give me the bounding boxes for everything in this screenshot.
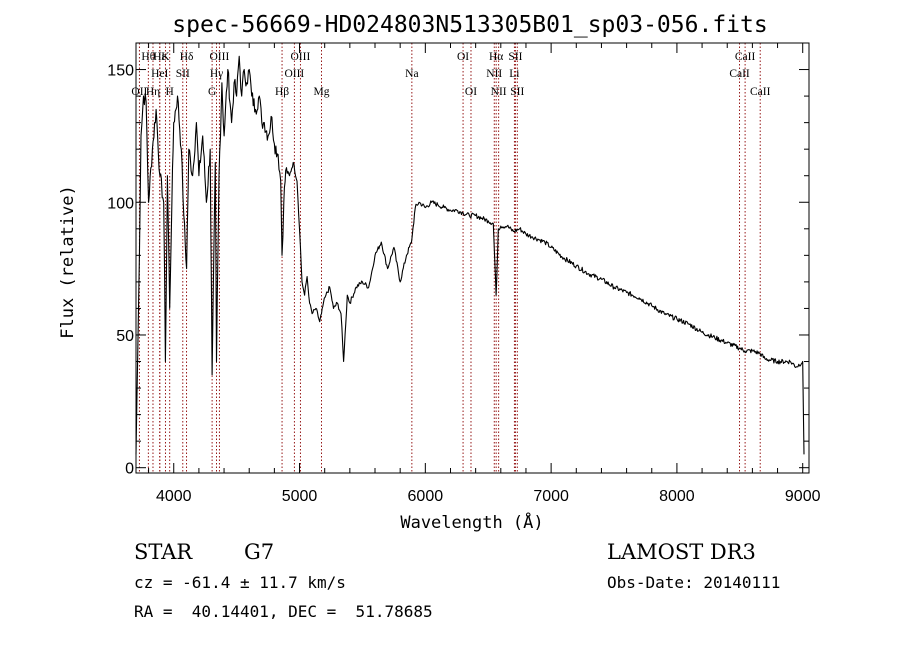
x-tick-label: 9000: [785, 488, 821, 505]
axis-ticks: 4000 5000 6000 7000 8000 9000 0 50 100 150: [107, 43, 821, 505]
spectral-line-label: CaII: [750, 86, 771, 98]
subclass: G7: [244, 540, 275, 564]
x-tick-label: 4000: [156, 488, 192, 505]
y-tick-label: 50: [116, 328, 134, 345]
spectral-line-label: OI: [457, 51, 469, 63]
spectral-line-label: SII: [510, 86, 524, 98]
spectral-line-label: OI: [465, 86, 477, 98]
spectral-line-label: H: [166, 86, 174, 98]
y-tick-label: 0: [125, 461, 134, 478]
y-axis-label: Flux (relative): [58, 185, 78, 339]
spectral-line-label: OIII: [291, 51, 311, 63]
spectral-line-label: Hη: [146, 86, 160, 98]
spectral-line-label: Hδ: [180, 51, 194, 63]
spectral-line-label: Hβ: [275, 86, 289, 98]
spectral-line-label: Li: [509, 68, 519, 80]
plot-frame: [135, 42, 810, 474]
observation-date: Obs-Date: 20140111: [607, 573, 781, 592]
x-tick-label: 7000: [533, 488, 569, 505]
spectral-line-label: NII: [491, 86, 507, 98]
spectral-line-labels: OIIHθHηHεHeIKHSIIHδGHγOIIIHβOIIIOIIIMgNa…: [131, 51, 770, 98]
y-tick-label: 150: [107, 63, 134, 80]
coordinates: RA = 40.14401, DEC = 51.78685: [134, 602, 433, 621]
spectral-line-label: OIII: [210, 51, 230, 63]
spectral-line-label: CaII: [729, 68, 750, 80]
y-tick-label: 100: [107, 195, 134, 212]
spectral-line-label: K: [161, 51, 170, 63]
redshift-cz: cz = -61.4 ± 11.7 km/s: [134, 573, 346, 592]
spectral-line-label: SII: [176, 68, 190, 80]
spectral-line-label: OIII: [284, 68, 304, 80]
spectral-line-label: Hθ: [141, 51, 155, 63]
spectrum-series-line: [135, 55, 805, 455]
survey-name: LAMOST DR3: [607, 540, 756, 564]
chart-title: spec-56669-HD024803N513305B01_sp03-056.f…: [172, 12, 767, 38]
spectral-line-label: NII: [486, 68, 502, 80]
x-tick-label: 5000: [282, 488, 318, 505]
spectral-line-label: Na: [405, 68, 418, 80]
spectral-line-label: Mg: [314, 86, 330, 98]
spectral-line-label: CaII: [735, 51, 756, 63]
spectral-line-label: HeI: [151, 68, 168, 80]
spectral-line-label: OII: [131, 86, 147, 98]
spectral-line-label: Hε: [153, 51, 166, 63]
x-tick-label: 8000: [659, 488, 695, 505]
x-tick-label: 6000: [408, 488, 444, 505]
object-class: STAR: [134, 540, 193, 564]
spectral-line-label: G: [208, 86, 216, 98]
x-axis-label: Wavelength (Å): [400, 511, 543, 533]
spectral-line-label: Hα: [489, 51, 503, 63]
spectral-line-label: SII: [508, 51, 522, 63]
spectral-line-label: Hγ: [210, 68, 223, 80]
